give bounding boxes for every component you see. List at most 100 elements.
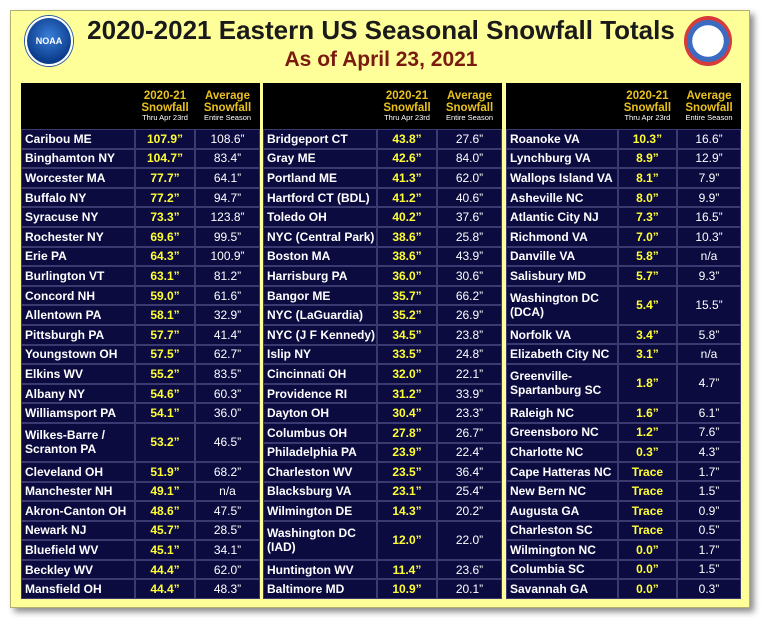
snowfall-cell: 11.4” [377, 559, 437, 580]
average-cell: 25.4” [437, 481, 502, 502]
snowfall-cell: 3.1” [617, 344, 678, 364]
snowfall-cell: 69.6” [135, 226, 195, 247]
table-row: Islip NY 33.5” 24.8” [263, 344, 502, 365]
city-cell: Concord NH [21, 285, 135, 306]
average-cell: n/a [195, 481, 260, 502]
snowfall-cell: 0.0” [617, 579, 678, 599]
table-header-row: 2020-21 Snowfall Thru Apr 23rd Average Snowf… [21, 83, 260, 129]
average-cell: 0.9” [677, 500, 741, 521]
snowfall-table: 2020-21 Snowfall Thru Apr 23rd Average Snowf… [21, 83, 260, 600]
table-row: Allentown PA 58.1” 32.9” [21, 305, 260, 325]
snowfall-cell: 5.7” [617, 266, 678, 286]
table-row: Washington DC (IAD) 12.0” 22.0” [263, 520, 502, 560]
table-row: Erie PA 64.3” 100.9” [21, 246, 260, 267]
snow-header-line-1: 2020-21 [385, 90, 429, 102]
average-cell: 4.3” [677, 442, 741, 462]
city-cell: Wilmington DE [263, 501, 377, 521]
snowfall-cell: 44.4” [135, 559, 195, 580]
table-row: Elizabeth City NC 3.1” n/a [506, 344, 741, 364]
city-cell: NYC (LaGuardia) [263, 305, 377, 325]
table-row: Cleveland OH 51.9” 68.2” [21, 461, 260, 482]
average-cell: 41.4” [195, 324, 260, 345]
average-cell: 5.8” [677, 324, 741, 345]
city-column-header [21, 83, 135, 129]
table-row: Wilmington DE 14.3” 20.2” [263, 501, 502, 521]
table-row: Baltimore MD 10.9” 20.1” [263, 579, 502, 600]
city-cell: Allentown PA [21, 305, 135, 325]
average-cell: 16.5” [677, 207, 741, 227]
snowfall-cell: Trace [617, 461, 678, 482]
snowfall-cell: 44.4” [135, 579, 195, 600]
average-cell: 7.9” [677, 168, 741, 188]
snow-column-header: 2020-21 Snowfall Thru Apr 23rd [377, 83, 437, 129]
snowfall-cell: Trace [617, 500, 678, 521]
city-cell: Williamsport PA [21, 403, 135, 423]
snowfall-cell: 77.7” [135, 168, 195, 188]
snow-column-header: 2020-21 Snowfall Thru Apr 23rd [135, 83, 195, 129]
table-row: Hartford CT (BDL) 41.2” 40.6” [263, 187, 502, 208]
snowfall-cell: 23.9” [377, 442, 437, 463]
snowfall-cell: 23.5” [377, 462, 437, 482]
city-cell: Cincinnati OH [263, 364, 377, 384]
table-row: Akron-Canton OH 48.6” 47.5” [21, 501, 260, 521]
city-cell: Greensboro NC [506, 422, 618, 443]
avg-header-note: Entire Season [445, 113, 494, 123]
average-cell: 22.4” [437, 442, 502, 463]
table-row: Wilkes-Barre / Scranton PA 53.2” 46.5” [21, 422, 260, 462]
table-row: Burlington VT 63.1” 81.2” [21, 266, 260, 286]
snowfall-cell: 38.6” [377, 246, 437, 267]
snowfall-cell: 63.1” [135, 266, 195, 286]
city-cell: Caribou ME [21, 129, 135, 149]
average-cell: 46.5” [195, 422, 260, 462]
city-cell: Cleveland OH [21, 461, 135, 482]
average-cell: 22.0” [437, 520, 502, 560]
average-cell: 37.6” [437, 207, 502, 227]
city-cell: Binghamton NY [21, 148, 135, 169]
average-cell: 27.6” [437, 129, 502, 149]
snowfall-cell: 1.2” [617, 422, 678, 443]
table-row: NYC (LaGuardia) 35.2” 26.9” [263, 305, 502, 325]
city-cell: Charleston WV [263, 462, 377, 482]
snowfall-cell: 33.5” [377, 344, 437, 365]
table-row: Cape Hatteras NC Trace 1.7” [506, 461, 741, 482]
average-cell: 26.7” [437, 422, 502, 443]
table-row: Binghamton NY 104.7” 83.4” [21, 148, 260, 169]
table-row: Mansfield OH 44.4” 48.3” [21, 579, 260, 600]
page-title: 2020-2021 Eastern US Seasonal Snowfall T… [87, 15, 675, 45]
table-row: Buffalo NY 77.2” 94.7” [21, 187, 260, 208]
snow-column-header: 2020-21 Snowfall Thru Apr 23rd [618, 83, 677, 129]
average-cell: 84.0” [437, 148, 502, 169]
table-row: Blacksburg VA 23.1” 25.4” [263, 481, 502, 502]
average-cell: 9.3” [677, 266, 741, 286]
average-cell: 1.5” [677, 559, 741, 580]
average-cell: 34.1” [195, 540, 260, 560]
avg-header-note: Entire Season [685, 113, 733, 123]
table-panel-2: 2020-21 Snowfall Thru Apr 23rd Average Snowf… [263, 83, 502, 600]
table-row: Harrisburg PA 36.0” 30.6” [263, 266, 502, 286]
snowfall-cell: 36.0” [377, 266, 437, 286]
city-cell: NYC (Central Park) [263, 226, 377, 247]
snowfall-cell: 8.9” [617, 148, 678, 169]
table-row: Augusta GA Trace 0.9” [506, 500, 741, 521]
avg-column-header: Average Snowfall Entire Season [677, 83, 741, 129]
snowfall-cell: 0.0” [617, 559, 678, 580]
average-cell: 68.2” [195, 461, 260, 482]
noaa-logo-icon: NOAA [25, 16, 73, 66]
snowfall-cell: 1.6” [617, 402, 678, 423]
avg-header-line-1: Average [686, 90, 732, 102]
snowfall-cell: 7.3” [617, 207, 678, 227]
average-cell: 123.8” [195, 207, 260, 227]
table-row: Providence RI 31.2” 33.9” [263, 383, 502, 404]
average-cell: 81.2” [195, 266, 260, 286]
city-cell: Washington DC (IAD) [263, 520, 377, 560]
city-cell: Charlotte NC [506, 442, 618, 462]
snowfall-cell: 57.7” [135, 324, 195, 345]
table-row: Danville VA 5.8” n/a [506, 246, 741, 267]
table-row: Washington DC (DCA) 5.4” 15.5” [506, 285, 741, 325]
table-row: NYC (Central Park) 38.6” 25.8” [263, 226, 502, 247]
average-cell: 12.9” [677, 148, 741, 169]
table-row: Charleston SC Trace 0.5” [506, 520, 741, 541]
table-row: Lynchburg VA 8.9” 12.9” [506, 148, 741, 169]
noaa-logo-text: NOAA [35, 36, 63, 46]
city-cell: Newark NJ [21, 520, 135, 541]
